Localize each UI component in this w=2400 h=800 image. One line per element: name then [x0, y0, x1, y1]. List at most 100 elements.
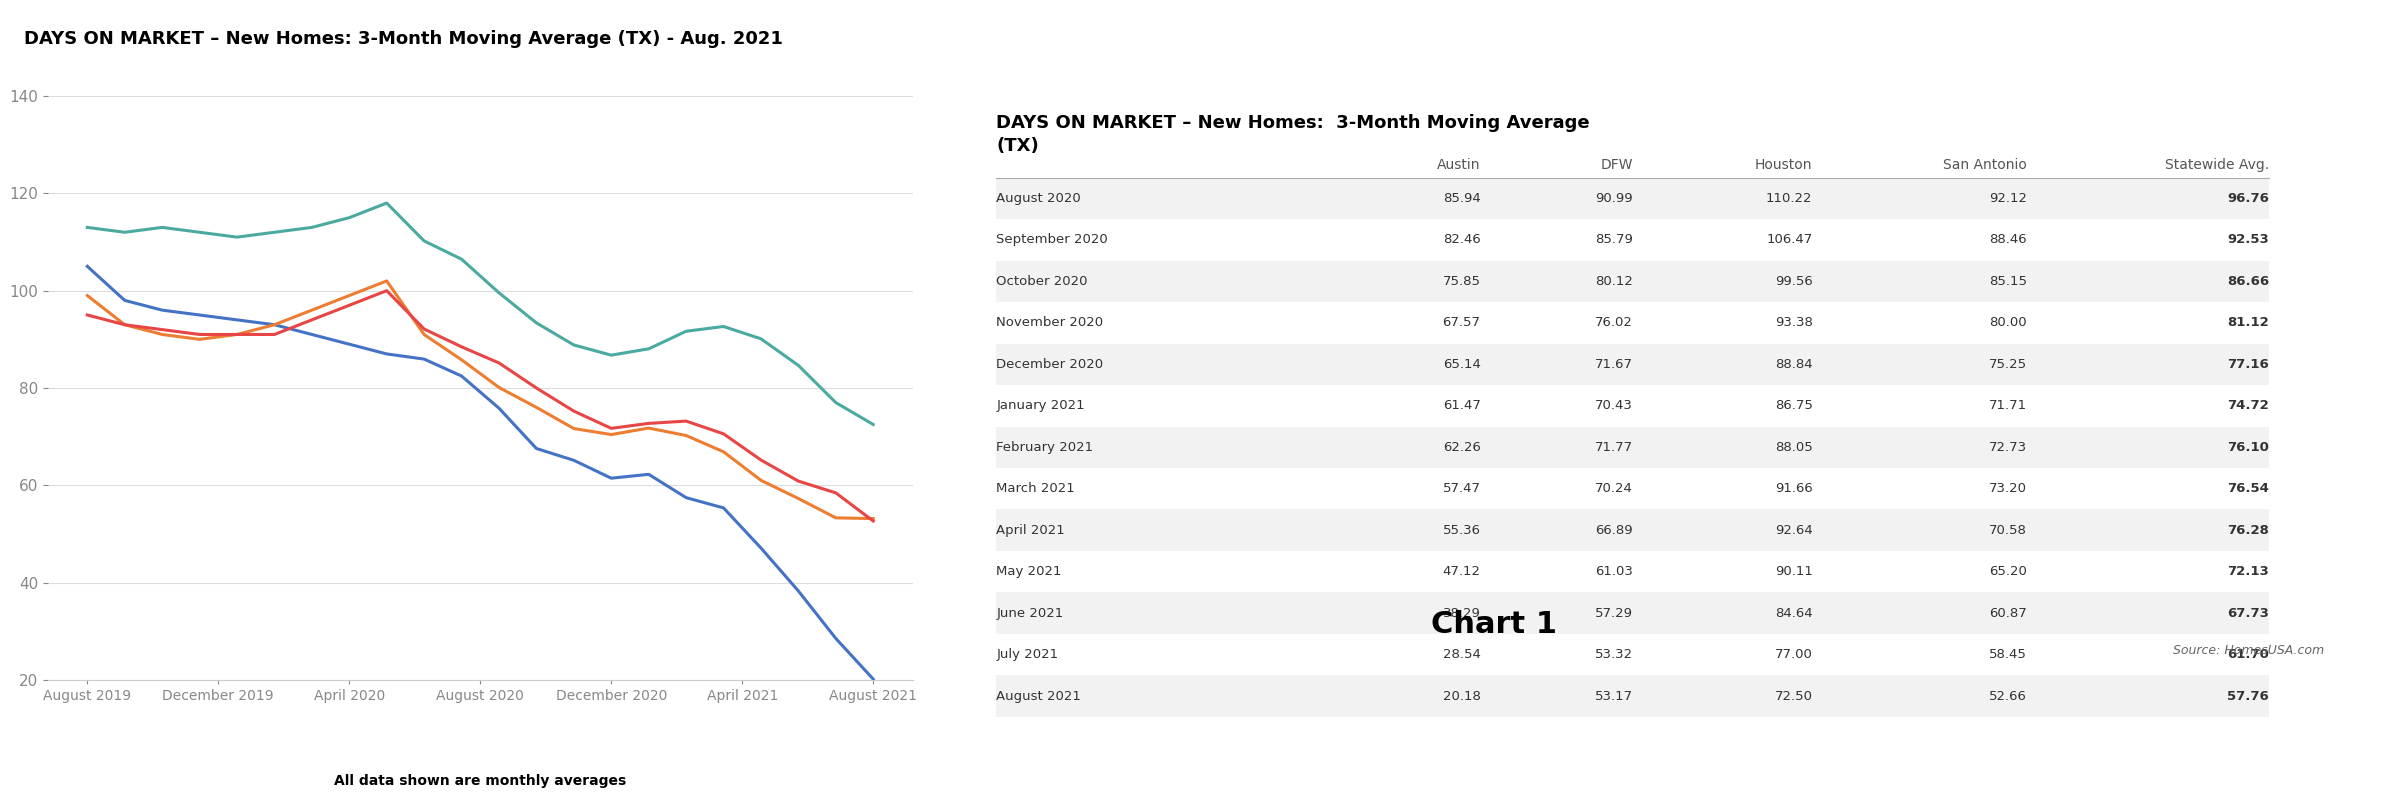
Text: 88.46: 88.46 — [1990, 234, 2028, 246]
Text: Statewide Avg.: Statewide Avg. — [2165, 158, 2268, 172]
Text: 53.32: 53.32 — [1594, 648, 1632, 661]
Text: 76.02: 76.02 — [1596, 316, 1632, 330]
Text: 106.47: 106.47 — [1766, 234, 1812, 246]
Text: March 2021: March 2021 — [996, 482, 1075, 495]
FancyBboxPatch shape — [996, 426, 2268, 468]
Text: July 2021: July 2021 — [996, 648, 1058, 661]
Text: 47.12: 47.12 — [1442, 565, 1481, 578]
Text: 52.66: 52.66 — [1990, 690, 2028, 702]
FancyBboxPatch shape — [996, 261, 2268, 302]
Text: All data shown are monthly averages: All data shown are monthly averages — [334, 774, 626, 788]
Text: 53.17: 53.17 — [1594, 690, 1632, 702]
Text: 71.71: 71.71 — [1990, 399, 2028, 412]
Text: 71.77: 71.77 — [1594, 441, 1632, 454]
Text: April 2021: April 2021 — [996, 524, 1066, 537]
Text: DFW: DFW — [1601, 158, 1632, 172]
Text: Chart 1: Chart 1 — [1430, 610, 1558, 639]
FancyBboxPatch shape — [996, 302, 2268, 344]
Text: 62.26: 62.26 — [1442, 441, 1481, 454]
Text: June 2021: June 2021 — [996, 606, 1063, 620]
Text: 82.46: 82.46 — [1442, 234, 1481, 246]
Text: 38.29: 38.29 — [1442, 606, 1481, 620]
Text: May 2021: May 2021 — [996, 565, 1061, 578]
Text: 85.94: 85.94 — [1442, 192, 1481, 205]
Text: 90.99: 90.99 — [1596, 192, 1632, 205]
Text: 96.76: 96.76 — [2227, 192, 2268, 205]
FancyBboxPatch shape — [996, 468, 2268, 510]
Text: 20.18: 20.18 — [1442, 690, 1481, 702]
Text: 75.85: 75.85 — [1442, 275, 1481, 288]
Text: 76.10: 76.10 — [2227, 441, 2268, 454]
FancyBboxPatch shape — [996, 675, 2268, 717]
Text: Houston: Houston — [1754, 158, 1812, 172]
Text: 72.50: 72.50 — [1774, 690, 1812, 702]
Text: 77.00: 77.00 — [1774, 648, 1812, 661]
Text: January 2021: January 2021 — [996, 399, 1085, 412]
FancyBboxPatch shape — [996, 178, 2268, 219]
Text: 65.20: 65.20 — [1990, 565, 2028, 578]
Text: 57.47: 57.47 — [1442, 482, 1481, 495]
Text: 74.72: 74.72 — [2227, 399, 2268, 412]
Text: 86.66: 86.66 — [2227, 275, 2268, 288]
Text: 91.66: 91.66 — [1774, 482, 1812, 495]
Text: November 2020: November 2020 — [996, 316, 1104, 330]
Text: 73.20: 73.20 — [1990, 482, 2028, 495]
Text: August 2020: August 2020 — [996, 192, 1080, 205]
Text: 85.15: 85.15 — [1990, 275, 2028, 288]
Text: 76.54: 76.54 — [2227, 482, 2268, 495]
Text: 85.79: 85.79 — [1596, 234, 1632, 246]
FancyBboxPatch shape — [996, 219, 2268, 261]
Text: 70.43: 70.43 — [1596, 399, 1632, 412]
Text: 71.67: 71.67 — [1594, 358, 1632, 371]
FancyBboxPatch shape — [996, 385, 2268, 426]
Text: 88.05: 88.05 — [1774, 441, 1812, 454]
Text: 80.00: 80.00 — [1990, 316, 2028, 330]
Text: 92.12: 92.12 — [1990, 192, 2028, 205]
Text: DAYS ON MARKET – New Homes: 3-Month Moving Average (TX) - Aug. 2021: DAYS ON MARKET – New Homes: 3-Month Movi… — [24, 30, 782, 48]
Text: 66.89: 66.89 — [1596, 524, 1632, 537]
Text: 90.11: 90.11 — [1774, 565, 1812, 578]
Text: 81.12: 81.12 — [2227, 316, 2268, 330]
Text: 80.12: 80.12 — [1596, 275, 1632, 288]
Text: 84.64: 84.64 — [1776, 606, 1812, 620]
Text: 67.57: 67.57 — [1442, 316, 1481, 330]
FancyBboxPatch shape — [996, 344, 2268, 385]
FancyBboxPatch shape — [996, 551, 2268, 592]
Text: August 2021: August 2021 — [996, 690, 1082, 702]
Text: 65.14: 65.14 — [1442, 358, 1481, 371]
Text: DAYS ON MARKET – New Homes:  3-Month Moving Average
(TX): DAYS ON MARKET – New Homes: 3-Month Movi… — [996, 114, 1591, 155]
Text: Austin: Austin — [1438, 158, 1481, 172]
Text: 86.75: 86.75 — [1774, 399, 1812, 412]
Text: 75.25: 75.25 — [1990, 358, 2028, 371]
Text: 92.64: 92.64 — [1774, 524, 1812, 537]
Text: October 2020: October 2020 — [996, 275, 1087, 288]
Text: 61.70: 61.70 — [2227, 648, 2268, 661]
Text: 70.24: 70.24 — [1596, 482, 1632, 495]
Text: 58.45: 58.45 — [1990, 648, 2028, 661]
Text: 99.56: 99.56 — [1774, 275, 1812, 288]
Text: February 2021: February 2021 — [996, 441, 1094, 454]
Text: September 2020: September 2020 — [996, 234, 1109, 246]
FancyBboxPatch shape — [996, 592, 2268, 634]
FancyBboxPatch shape — [996, 510, 2268, 551]
Text: 55.36: 55.36 — [1442, 524, 1481, 537]
Text: Source: HomesUSA.com: Source: HomesUSA.com — [2174, 644, 2323, 657]
Text: 72.73: 72.73 — [1990, 441, 2028, 454]
Text: 67.73: 67.73 — [2227, 606, 2268, 620]
Text: 57.29: 57.29 — [1594, 606, 1632, 620]
Text: 92.53: 92.53 — [2227, 234, 2268, 246]
FancyBboxPatch shape — [996, 634, 2268, 675]
Text: December 2020: December 2020 — [996, 358, 1104, 371]
Text: 77.16: 77.16 — [2227, 358, 2268, 371]
Text: 61.47: 61.47 — [1442, 399, 1481, 412]
Text: 76.28: 76.28 — [2227, 524, 2268, 537]
Text: 28.54: 28.54 — [1442, 648, 1481, 661]
Text: 93.38: 93.38 — [1774, 316, 1812, 330]
Text: 70.58: 70.58 — [1990, 524, 2028, 537]
Text: 60.87: 60.87 — [1990, 606, 2028, 620]
Text: 72.13: 72.13 — [2227, 565, 2268, 578]
Text: 61.03: 61.03 — [1596, 565, 1632, 578]
Text: San Antonio: San Antonio — [1944, 158, 2028, 172]
Text: 110.22: 110.22 — [1766, 192, 1812, 205]
Text: 88.84: 88.84 — [1776, 358, 1812, 371]
